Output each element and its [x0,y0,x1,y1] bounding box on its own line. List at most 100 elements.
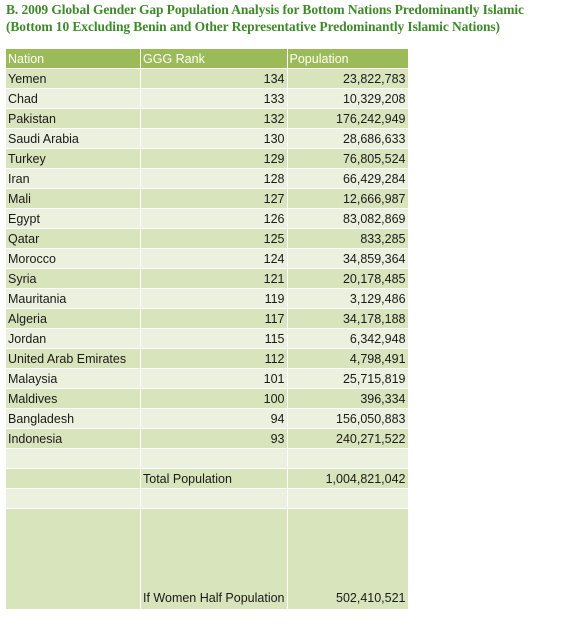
table-row: Iran 128 66,429,284 [5,168,409,189]
rank-cell: 101 [140,368,288,389]
rank-cell: 115 [140,328,288,349]
rank-cell: 134 [140,68,288,89]
table-row: Mali 127 12,666,987 [5,188,409,209]
nation-cell: Iran [5,168,141,189]
population-cell: 3,129,486 [286,288,409,309]
nation-cell: Malaysia [5,368,141,389]
nation-cell: Yemen [5,68,141,89]
population-cell: 156,050,883 [286,408,409,429]
population-cell: 396,334 [286,388,409,409]
table-row: Turkey 129 76,805,524 [5,148,409,169]
header-population: Population [286,48,409,69]
half-label: If Women Half Population [140,508,288,610]
nation-cell: Mauritania [5,288,141,309]
table-row: Pakistan 132 176,242,949 [5,108,409,129]
empty-cell [5,448,141,469]
rank-cell: 127 [140,188,288,209]
nation-cell: Indonesia [5,428,141,449]
population-cell: 176,242,949 [286,108,409,129]
half-population-row: If Women Half Population 502,410,521 [5,508,409,610]
nation-cell: Turkey [5,148,141,169]
rank-cell: 124 [140,248,288,269]
empty-cell [5,488,141,509]
table-row: Indonesia 93 240,271,522 [5,428,409,449]
header-nation: Nation [5,48,141,69]
population-cell: 25,715,819 [286,368,409,389]
empty-cell [5,508,141,610]
nation-cell: Bangladesh [5,408,141,429]
empty-cell [286,488,409,509]
table-row: Qatar 125 833,285 [5,228,409,249]
table-row: Jordan 115 6,342,948 [5,328,409,349]
rank-cell: 125 [140,228,288,249]
population-table: Nation GGG Rank Population Yemen 134 23,82… [5,48,409,610]
nation-cell: Saudi Arabia [5,128,141,149]
table-body: Yemen 134 23,822,783 Chad 133 10,329,208 Pakis… [5,68,409,610]
population-cell: 83,082,869 [286,208,409,229]
table-row: Syria 121 20,178,485 [5,268,409,289]
rank-cell: 112 [140,348,288,369]
rank-cell: 133 [140,88,288,109]
population-cell: 34,178,188 [286,308,409,329]
nation-cell: Qatar [5,228,141,249]
spacer-row [5,448,409,469]
rank-cell: 121 [140,268,288,289]
table-row: United Arab Emirates 112 4,798,491 [5,348,409,369]
rank-cell: 93 [140,428,288,449]
table-row: Yemen 134 23,822,783 [5,68,409,89]
nation-cell: Chad [5,88,141,109]
table-row: Malaysia 101 25,715,819 [5,368,409,389]
rank-cell: 94 [140,408,288,429]
rank-cell: 100 [140,388,288,409]
rank-cell: 126 [140,208,288,229]
rank-cell: 119 [140,288,288,309]
rank-cell: 128 [140,168,288,189]
nation-cell: Maldives [5,388,141,409]
rank-cell: 130 [140,128,288,149]
table-row: Morocco 124 34,859,364 [5,248,409,269]
population-cell: 76,805,524 [286,148,409,169]
nation-cell: United Arab Emirates [5,348,141,369]
total-value: 1,004,821,042 [286,468,409,489]
spacer-row [5,488,409,509]
table-row: Maldives 100 396,334 [5,388,409,409]
header-ggg-rank: GGG Rank [140,48,288,69]
table-row: Egypt 126 83,082,869 [5,208,409,229]
population-cell: 6,342,948 [286,328,409,349]
empty-cell [140,488,288,509]
total-row: Total Population 1,004,821,042 [5,468,409,489]
title-line-2: (Bottom 10 Excluding Benin and Other Rep… [6,19,500,34]
nation-cell: Egypt [5,208,141,229]
empty-cell [5,468,141,489]
population-cell: 240,271,522 [286,428,409,449]
table-row: Bangladesh 94 156,050,883 [5,408,409,429]
population-cell: 12,666,987 [286,188,409,209]
table-header-row: Nation GGG Rank Population [5,48,409,69]
title-line-1: B. 2009 Global Gender Gap Population Ana… [6,2,524,17]
table-row: Saudi Arabia 130 28,686,633 [5,128,409,149]
population-cell: 20,178,485 [286,268,409,289]
rank-cell: 117 [140,308,288,329]
nation-cell: Mali [5,188,141,209]
table-row: Algeria 117 34,178,188 [5,308,409,329]
population-cell: 23,822,783 [286,68,409,89]
population-cell: 833,285 [286,228,409,249]
document-title: B. 2009 Global Gender Gap Population Ana… [6,1,576,35]
half-value: 502,410,521 [286,508,409,610]
table-row: Chad 133 10,329,208 [5,88,409,109]
nation-cell: Algeria [5,308,141,329]
population-cell: 4,798,491 [286,348,409,369]
empty-cell [140,448,288,469]
nation-cell: Morocco [5,248,141,269]
table-row: Mauritania 119 3,129,486 [5,288,409,309]
population-cell: 28,686,633 [286,128,409,149]
population-cell: 34,859,364 [286,248,409,269]
nation-cell: Syria [5,268,141,289]
nation-cell: Pakistan [5,108,141,129]
rank-cell: 132 [140,108,288,129]
population-cell: 66,429,284 [286,168,409,189]
population-cell: 10,329,208 [286,88,409,109]
empty-cell [286,448,409,469]
rank-cell: 129 [140,148,288,169]
nation-cell: Jordan [5,328,141,349]
